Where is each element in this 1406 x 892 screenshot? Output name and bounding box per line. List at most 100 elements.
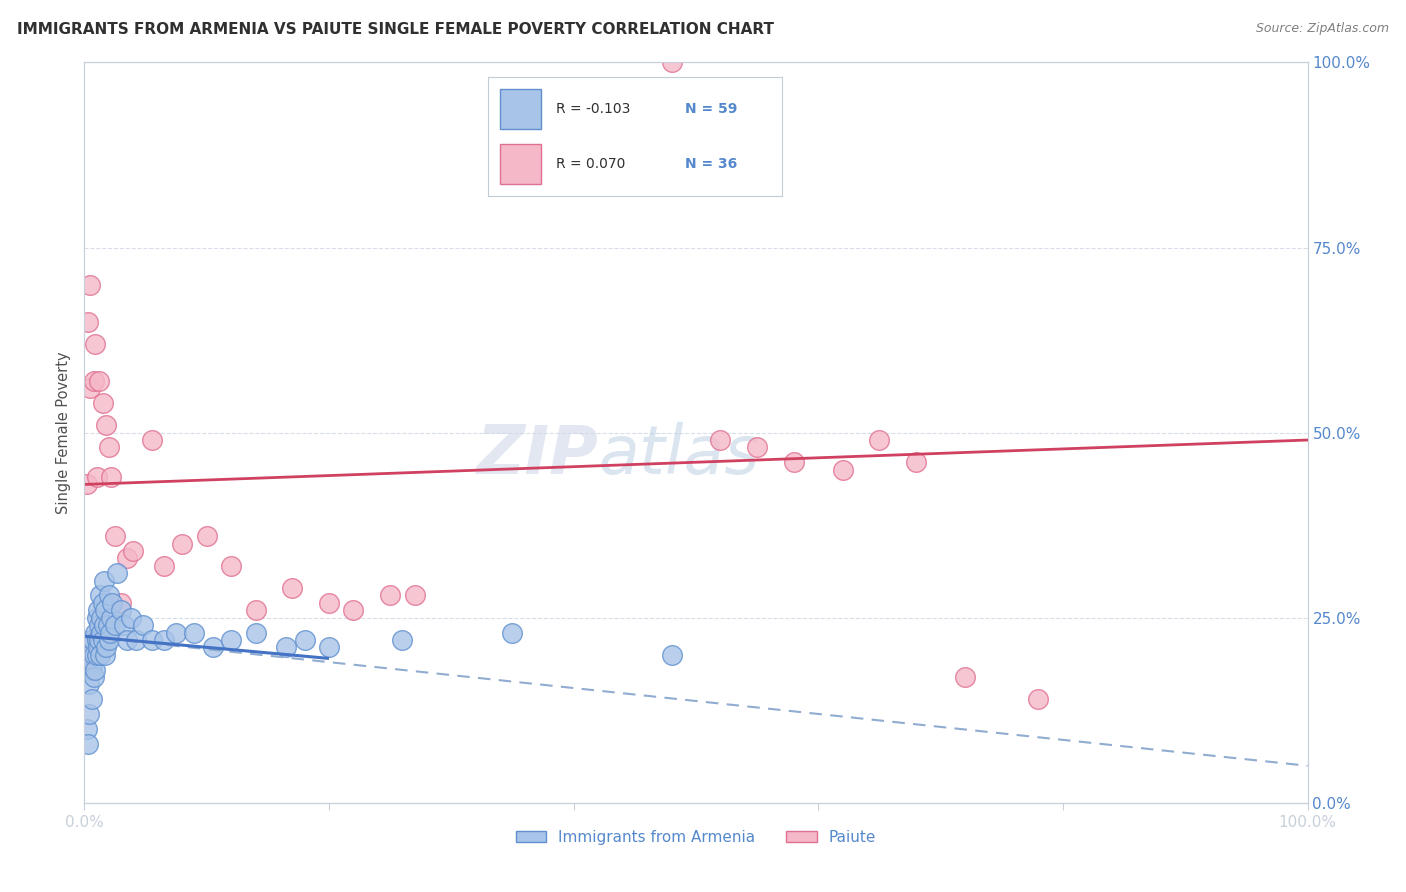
Point (104, 529, 127, 543)
Point (110, 596, 132, 610)
Text: Source: ZipAtlas.com: Source: ZipAtlas.com (1256, 22, 1389, 36)
Point (82, 655, 104, 669)
Point (86, 610, 108, 624)
Point (84, 336, 107, 351)
Point (115, 632, 138, 647)
Legend: Immigrants from Armenia, Paiute: Immigrants from Armenia, Paiute (509, 823, 883, 851)
Point (93, 574, 115, 588)
Point (80, 663, 103, 677)
Point (87, 618, 110, 632)
Point (172, 536, 194, 550)
Point (83, 374, 105, 388)
Point (101, 596, 124, 610)
Point (80, 692, 103, 706)
Point (79, 277, 101, 292)
Point (141, 632, 163, 647)
Point (97, 632, 120, 647)
Point (87, 632, 110, 647)
Text: ZIP: ZIP (477, 422, 598, 488)
Point (98, 625, 121, 640)
Point (661, 55, 683, 70)
Point (245, 625, 267, 640)
Point (747, 441, 769, 455)
Point (112, 618, 135, 632)
Point (84, 625, 107, 640)
Point (122, 544, 145, 558)
Point (153, 558, 176, 573)
Point (294, 632, 316, 647)
Point (77, 706, 100, 721)
Point (391, 632, 413, 647)
Point (318, 640, 340, 655)
Point (141, 433, 163, 447)
Text: IMMIGRANTS FROM ARMENIA VS PAIUTE SINGLE FEMALE POVERTY CORRELATION CHART: IMMIGRANTS FROM ARMENIA VS PAIUTE SINGLE… (17, 22, 773, 37)
Point (404, 589, 426, 603)
Point (89, 589, 111, 603)
Point (83, 670, 105, 684)
Point (93, 618, 115, 632)
Point (87, 374, 110, 388)
Point (104, 618, 127, 632)
Point (97, 441, 120, 455)
Point (219, 558, 242, 573)
Point (91, 596, 114, 610)
Point (90, 625, 112, 640)
Point (831, 462, 853, 476)
Point (79, 381, 101, 395)
Point (96, 418, 118, 433)
Point (953, 670, 976, 684)
Point (79, 648, 101, 662)
Point (153, 632, 176, 647)
Point (165, 625, 187, 640)
Point (1028, 692, 1050, 706)
Point (115, 551, 138, 566)
Point (76, 477, 98, 491)
Point (318, 596, 340, 610)
Point (89, 648, 111, 662)
Point (94, 648, 117, 662)
Point (342, 603, 364, 617)
Point (79, 632, 101, 647)
Point (245, 603, 267, 617)
Point (100, 470, 122, 484)
Point (201, 640, 224, 655)
Point (661, 648, 683, 662)
Point (502, 625, 524, 640)
Point (110, 603, 132, 617)
Point (125, 632, 148, 647)
Point (77, 677, 100, 691)
Point (195, 529, 218, 543)
Point (183, 625, 205, 640)
Point (87, 603, 110, 617)
Point (905, 455, 928, 469)
Point (105, 566, 128, 581)
Point (86, 470, 108, 484)
Point (380, 589, 402, 603)
Point (281, 581, 304, 595)
Point (86, 648, 108, 662)
Point (77, 314, 100, 328)
Point (82, 632, 104, 647)
Point (97, 589, 120, 603)
Point (276, 640, 298, 655)
Point (120, 610, 142, 624)
Point (94, 603, 117, 617)
Point (84, 663, 107, 677)
Point (132, 618, 155, 632)
Text: atlas: atlas (598, 422, 759, 488)
Point (91, 396, 114, 410)
Point (76, 722, 98, 736)
Point (869, 433, 891, 447)
Point (783, 455, 806, 469)
Point (97, 618, 120, 632)
Point (86, 632, 108, 647)
Point (91, 632, 114, 647)
Point (709, 433, 731, 447)
Point (100, 610, 122, 624)
Point (87, 640, 110, 655)
Point (96, 640, 118, 655)
Point (83, 648, 105, 662)
Point (90, 610, 112, 624)
Point (77, 737, 100, 751)
Y-axis label: Single Female Poverty: Single Female Poverty (56, 351, 72, 514)
